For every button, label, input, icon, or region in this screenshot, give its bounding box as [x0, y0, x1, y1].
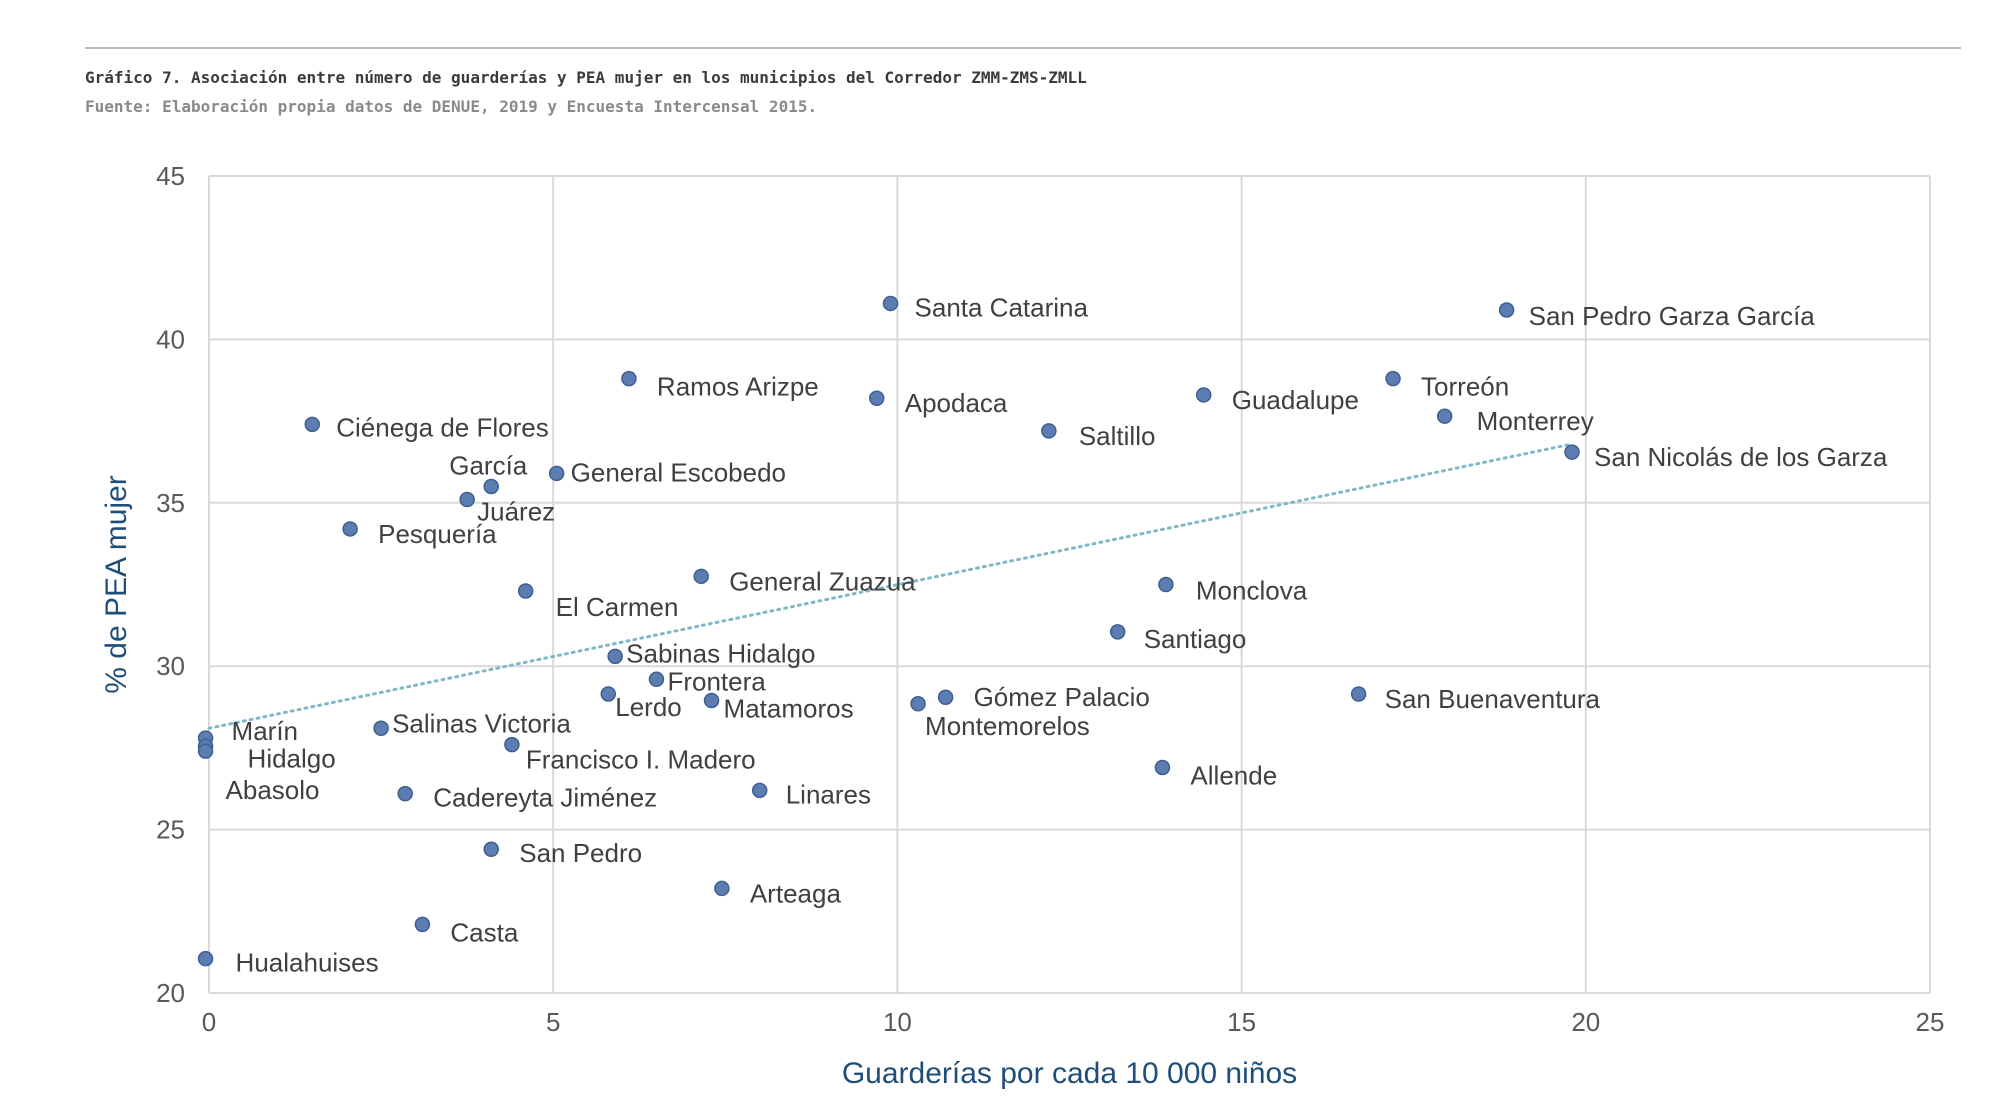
figure-caption-source: Fuente: Elaboración propia datos de DENU…: [85, 97, 818, 116]
point-label: Salinas Victoria: [392, 708, 571, 738]
scatter-point: [483, 478, 499, 495]
point-label: Ciénega de Flores: [336, 412, 548, 442]
point-label: Abasolo: [226, 775, 320, 805]
scatter-point: [1195, 387, 1212, 403]
point-label: Francisco I. Madero: [526, 745, 756, 775]
scatter-point: [1154, 759, 1171, 776]
figure-caption-title: Gráfico 7. Asociación entre número de gu…: [85, 68, 1087, 87]
point-label: Gómez Palacio: [974, 682, 1150, 712]
scatter-point: [414, 916, 431, 933]
point-labels: Santa Catarina San Pedro Garza García Ramo…: [226, 292, 1888, 977]
point-label: Torreón: [1421, 372, 1509, 402]
point-label: Santiago: [1144, 624, 1247, 654]
scatter-point: [342, 521, 358, 537]
scatter-point: [1109, 624, 1126, 640]
data-points: [197, 295, 1580, 967]
x-tick-label: 15: [1227, 1007, 1256, 1037]
scatter-point: [1564, 444, 1580, 460]
scatter-point: [197, 743, 214, 759]
scatter-point: [600, 686, 617, 702]
scatter-point: [517, 583, 534, 599]
scatter-point: [1350, 686, 1367, 702]
y-tick-label: 45: [156, 161, 185, 191]
point-label: García: [449, 450, 528, 480]
point-label: Lerdo: [615, 692, 682, 722]
point-label: Montemorelos: [925, 711, 1090, 741]
header-divider: [85, 47, 1961, 49]
point-label: Linares: [786, 779, 871, 809]
point-label: Monclova: [1196, 576, 1308, 606]
scatter-point: [197, 950, 214, 967]
point-label: Cadereyta Jiménez: [433, 783, 657, 813]
y-tick-label: 30: [156, 651, 185, 681]
trendline-layer: [207, 442, 1574, 730]
scatter-point: [304, 416, 321, 433]
scatter-point: [937, 689, 954, 705]
scatter-point: [504, 736, 520, 753]
scatter-point: [751, 782, 768, 799]
point-label: Matamoros: [724, 694, 854, 724]
scatter-point: [459, 491, 475, 508]
point-label: Arteaga: [750, 878, 842, 908]
x-tick-label: 0: [202, 1007, 216, 1037]
scatter-point: [910, 696, 926, 712]
scatter-point: [1498, 302, 1515, 318]
scatter-point: [1385, 370, 1401, 387]
scatter-point: [1158, 576, 1174, 593]
point-label: El Carmen: [556, 592, 679, 622]
point-label: San Pedro: [519, 838, 642, 868]
x-tick-label: 10: [883, 1007, 912, 1037]
scatter-point: [648, 671, 665, 688]
point-label: Casta: [450, 917, 518, 947]
scatter-point: [397, 785, 413, 802]
scatter-point: [693, 568, 709, 585]
point-label: Sabinas Hidalgo: [626, 638, 815, 668]
y-tick-label: 35: [156, 488, 185, 518]
x-tick-label: 5: [546, 1007, 560, 1037]
scatter-point: [703, 692, 720, 709]
point-label: Ramos Arizpe: [657, 372, 819, 402]
point-label: Allende: [1190, 761, 1277, 791]
point-label: Hualahuises: [236, 948, 379, 978]
scatter-point: [607, 648, 623, 665]
tick-labels: 20 25 30 35 40 45 0 5 10 15 20 25: [156, 161, 1944, 1037]
scatter-point: [882, 295, 899, 312]
point-label: Monterrey: [1477, 406, 1594, 436]
point-label: San Nicolás de los Garza: [1594, 442, 1888, 472]
scatter-point: [868, 390, 885, 406]
scatter-point: [621, 370, 637, 387]
point-label: Pesquería: [378, 519, 497, 549]
scatter-point: [548, 465, 565, 482]
scatter-point: [373, 720, 389, 737]
scatter-point: [1041, 423, 1057, 439]
point-label: General Zuazua: [729, 566, 916, 596]
point-label: Hidalgo: [248, 743, 336, 773]
point-label: San Pedro Garza García: [1529, 301, 1816, 331]
point-label: General Escobedo: [571, 457, 786, 487]
scatter-point: [1436, 408, 1453, 424]
point-label: Santa Catarina: [915, 292, 1089, 322]
point-label: Guadalupe: [1232, 385, 1359, 415]
scatter-point: [714, 880, 730, 897]
y-tick-label: 20: [156, 978, 185, 1008]
point-label: San Buenaventura: [1385, 684, 1601, 714]
point-label: Apodaca: [905, 388, 1008, 418]
x-tick-label: 25: [1916, 1007, 1945, 1037]
point-label: Marín: [232, 716, 298, 746]
x-tick-label: 20: [1571, 1007, 1600, 1037]
y-axis-title: % de PEA mujer: [100, 475, 133, 693]
scatter-point: [483, 841, 499, 857]
point-label: Frontera: [667, 666, 766, 696]
y-tick-label: 25: [156, 815, 185, 845]
trendline: [207, 442, 1574, 730]
y-tick-label: 40: [156, 324, 185, 354]
x-axis-title: Guarderías por cada 10 000 niños: [842, 1057, 1297, 1090]
point-label: Saltillo: [1079, 421, 1156, 451]
point-label: Juárez: [477, 497, 555, 527]
gridlines: [208, 175, 1931, 994]
